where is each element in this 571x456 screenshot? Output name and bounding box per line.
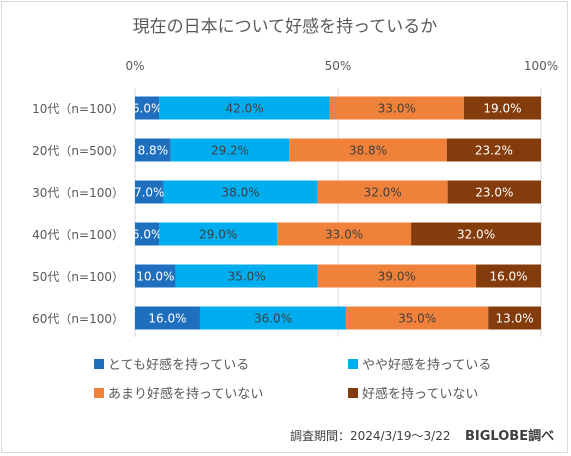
x-axis-ticks: 0% 50% 100% bbox=[125, 59, 558, 73]
bar-segment bbox=[447, 180, 541, 204]
bar-segment bbox=[329, 96, 464, 120]
bar-segment bbox=[135, 264, 176, 288]
bar-segment bbox=[277, 222, 412, 246]
data-label: 35.0% bbox=[228, 270, 266, 284]
data-label: 42.0% bbox=[226, 102, 264, 116]
bar-segment bbox=[135, 306, 200, 330]
bar-segment bbox=[159, 222, 278, 246]
chart-title: 現在の日本について好感を持っているか bbox=[133, 17, 438, 37]
data-label: 32.0% bbox=[457, 228, 495, 242]
category-label: 30代（n=100） bbox=[32, 186, 124, 200]
bar-segment bbox=[346, 306, 489, 330]
legend-label: とても好感を持っている bbox=[108, 357, 249, 373]
data-label: 29.0% bbox=[199, 228, 237, 242]
legend-swatch bbox=[94, 359, 104, 369]
bar-segment bbox=[175, 264, 318, 288]
data-label: 7.0% bbox=[134, 186, 165, 200]
bar-segment bbox=[159, 96, 330, 120]
legend-swatch bbox=[348, 359, 358, 369]
bar-segment bbox=[135, 180, 164, 204]
legend-swatch bbox=[348, 388, 358, 398]
data-label: 39.0% bbox=[378, 270, 416, 284]
bar-segment bbox=[170, 138, 290, 162]
bar-segment bbox=[411, 222, 541, 246]
data-label: 16.0% bbox=[489, 270, 527, 284]
bar-segment bbox=[317, 180, 448, 204]
data-label: 19.0% bbox=[483, 102, 521, 116]
data-label: 8.8% bbox=[138, 144, 169, 158]
legend-swatch bbox=[94, 388, 104, 398]
legend-label: 好感を持っていない bbox=[362, 386, 478, 402]
legend-label: あまり好感を持っていない bbox=[108, 386, 263, 402]
bar-segment bbox=[446, 138, 541, 162]
bar-segment bbox=[135, 96, 160, 120]
bar-segment bbox=[488, 306, 541, 330]
category-label: 20代（n=500） bbox=[32, 144, 124, 158]
bar-segment bbox=[463, 96, 541, 120]
bar-segment bbox=[163, 180, 318, 204]
data-label: 33.0% bbox=[325, 228, 363, 242]
bar-segment bbox=[199, 306, 347, 330]
survey-period: 調査期間：2024/3/19～3/22 bbox=[290, 429, 450, 443]
x-tick-label: 50% bbox=[325, 59, 352, 73]
data-label: 32.0% bbox=[364, 186, 402, 200]
data-label: 33.0% bbox=[378, 102, 416, 116]
legend-item: やや好感を持っている bbox=[348, 357, 491, 373]
legend-item: あまり好感を持っていない bbox=[94, 386, 263, 402]
y-axis-categories: 10代（n=100） 20代（n=500） 30代（n=100） 40代（n=100）… bbox=[32, 102, 124, 326]
data-label: 6.0% bbox=[132, 102, 163, 116]
bar-segment bbox=[135, 222, 160, 246]
bar-segment bbox=[317, 264, 477, 288]
legend-item: 好感を持っていない bbox=[348, 386, 478, 402]
data-label: 35.0% bbox=[398, 312, 436, 326]
legend-label: やや好感を持っている bbox=[362, 357, 491, 373]
data-label: 36.0% bbox=[254, 312, 292, 326]
bar-segment bbox=[135, 138, 171, 162]
legend-item: とても好感を持っている bbox=[94, 357, 249, 373]
data-label: 38.0% bbox=[221, 186, 259, 200]
x-tick-label: 100% bbox=[524, 59, 558, 73]
category-label: 50代（n=100） bbox=[32, 270, 124, 284]
bar-segment bbox=[476, 264, 541, 288]
data-label: 29.2% bbox=[211, 144, 249, 158]
data-label: 13.0% bbox=[496, 312, 534, 326]
category-label: 40代（n=100） bbox=[32, 228, 124, 242]
x-tick-label: 0% bbox=[125, 59, 144, 73]
category-label: 60代（n=100） bbox=[32, 312, 124, 326]
data-label: 6.0% bbox=[132, 228, 163, 242]
bars: 6.0% 42.0% 33.0% 19.0% 8.8% 29.2% 38.8% 23.2% 7.… bbox=[132, 96, 541, 330]
grid-lines bbox=[134, 88, 542, 337]
bar-segment bbox=[289, 138, 447, 162]
data-label: 10.0% bbox=[136, 270, 174, 284]
category-label: 10代（n=100） bbox=[32, 102, 124, 116]
data-label: 16.0% bbox=[148, 312, 186, 326]
data-label: 23.0% bbox=[475, 186, 513, 200]
data-label: 38.8% bbox=[349, 144, 387, 158]
source-brand: BIGLOBE調べ bbox=[465, 428, 554, 444]
data-label: 23.2% bbox=[475, 144, 513, 158]
